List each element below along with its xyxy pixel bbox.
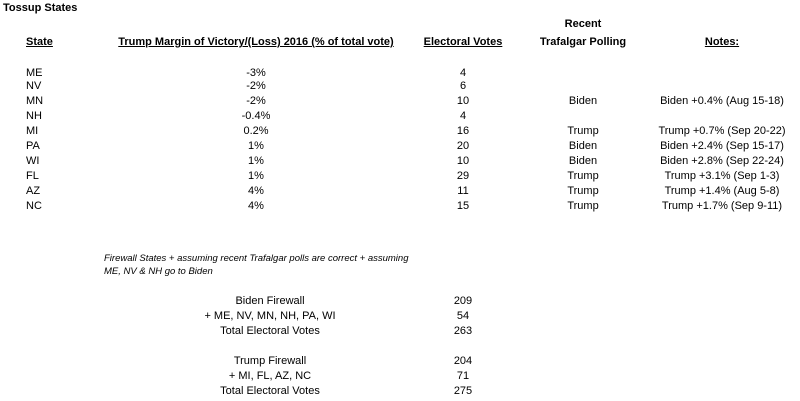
table-row: WI 1% 10 Biden Biden +2.8% (Sep 22-24) [0,155,800,168]
table-row: AZ 4% 11 Trump Trump +1.4% (Aug 5-8) [0,185,800,198]
cell-poll: Trump [567,200,599,212]
cell-state: NV [26,80,42,92]
cell-ev: 16 [456,125,470,137]
table-row: MI 0.2% 16 Trump Trump +0.7% (Sep 20-22) [0,125,800,138]
table-row: MN -2% 10 Biden Biden +0.4% (Aug 15-18) [0,95,800,108]
cell-margin: 1% [248,155,264,167]
cell-margin: 0.2% [243,125,269,137]
cell-ev: 11 [457,185,469,197]
trump-total-label: Total Electoral Votes [220,385,320,397]
trump-firewall-value: 204 [453,355,473,367]
cell-ev: 6 [459,80,467,92]
biden-firewall-label: Biden Firewall [235,295,305,307]
cell-ev: 29 [456,170,470,182]
cell-poll: Trump [567,185,599,197]
cell-margin: -0.4% [241,110,271,122]
biden-add-label: + ME, NV, MN, NH, PA, WI [204,310,336,322]
biden-total-value: 263 [453,325,473,337]
table-row: ME -3% 4 [0,67,800,80]
cell-ev: 10 [456,95,470,107]
header-polling-line1: Recent [564,18,602,30]
cell-state: PA [26,140,40,152]
cell-note: Trump +3.1% (Sep 1-3) [664,170,780,182]
header-electoral-votes: Electoral Votes [423,36,503,48]
trump-add-label: + MI, FL, AZ, NC [228,370,312,382]
table-row: NV -2% 6 [0,80,800,93]
cell-note: Biden +2.4% (Sep 15-17) [660,140,784,152]
header-notes: Notes: [704,36,740,48]
cell-poll: Biden [568,95,598,107]
trump-total-value: 275 [453,385,473,397]
header-margin: Trump Margin of Victory/(Loss) 2016 (% o… [118,36,394,48]
trump-add-value: 71 [456,370,470,382]
cell-margin: -2% [246,95,266,107]
cell-note: Biden +0.4% (Aug 15-18) [660,95,784,107]
header-polling-line2: Trafalgar Polling [539,36,627,48]
cell-state: NC [26,200,42,212]
cell-state: MN [26,95,44,107]
table-row: FL 1% 29 Trump Trump +3.1% (Sep 1-3) [0,170,800,183]
cell-ev: 4 [459,110,467,122]
cell-poll: Trump [567,125,599,137]
cell-poll: Trump [567,170,599,182]
cell-note: Trump +0.7% (Sep 20-22) [658,125,786,137]
cell-state: FL [26,170,39,182]
cell-margin: 1% [248,140,264,152]
biden-firewall-value: 209 [453,295,473,307]
cell-ev: 4 [459,67,467,79]
trump-firewall-label: Trump Firewall [233,355,307,367]
cell-state: NH [26,110,42,122]
cell-ev: 20 [456,140,470,152]
table-row: NH -0.4% 4 [0,110,800,123]
table-row: PA 1% 20 Biden Biden +2.4% (Sep 15-17) [0,140,800,153]
cell-note: Biden +2.8% (Sep 22-24) [660,155,784,167]
cell-poll: Biden [568,155,598,167]
biden-total-label: Total Electoral Votes [220,325,320,337]
cell-margin: -3% [246,67,266,79]
header-state: State [26,36,53,48]
table-row: NC 4% 15 Trump Trump +1.7% (Sep 9-11) [0,200,800,213]
cell-margin: -2% [246,80,266,92]
cell-state: MI [26,125,39,137]
cell-margin: 4% [248,200,264,212]
cell-margin: 1% [248,170,264,182]
cell-state: AZ [26,185,41,197]
biden-add-value: 54 [456,310,470,322]
sheet-title: Tossup States [3,2,78,14]
cell-ev: 15 [456,200,470,212]
cell-poll: Biden [568,140,598,152]
cell-state: ME [26,67,43,79]
cell-note: Trump +1.4% (Aug 5-8) [664,185,780,197]
cell-note: Trump +1.7% (Sep 9-11) [661,200,783,212]
cell-margin: 4% [248,185,264,197]
cell-ev: 10 [456,155,470,167]
assumption-note: Firewall States + assuming recent Trafal… [104,253,409,277]
cell-state: WI [26,155,40,167]
